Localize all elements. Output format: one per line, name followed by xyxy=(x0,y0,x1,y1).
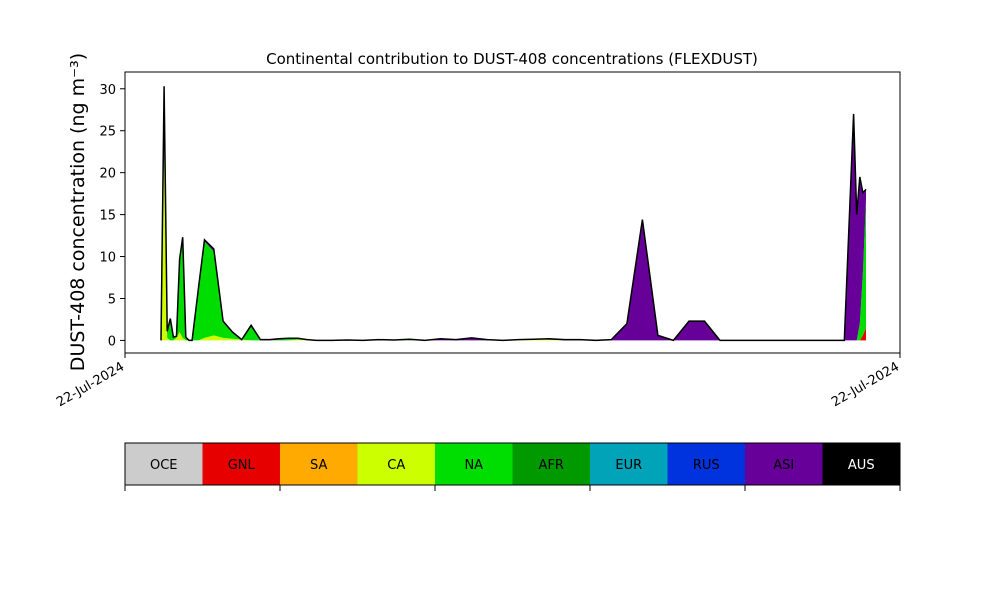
y-tick-label: 5 xyxy=(108,292,116,307)
legend-label-ca: CA xyxy=(387,458,405,473)
series-area-na xyxy=(161,139,866,341)
legend-label-eur: EUR xyxy=(615,458,642,473)
legend-label-sa: SA xyxy=(310,458,327,473)
legend-label-afr: AFR xyxy=(539,458,564,473)
legend-label-oce: OCE xyxy=(150,458,178,473)
y-tick-label: 10 xyxy=(99,251,116,266)
y-axis-label: DUST-408 concentration (ng m⁻³) xyxy=(67,53,89,371)
series-area-ca xyxy=(161,155,866,341)
legend-label-aus: AUS xyxy=(848,458,875,473)
legend-swatch-asi xyxy=(745,443,823,485)
x-tick-label: 22-Jul-2024 xyxy=(829,359,902,410)
series-area-aus xyxy=(161,86,866,341)
legend-swatch-na xyxy=(435,443,513,485)
y-tick-label: 30 xyxy=(99,83,116,98)
legend-label-gnl: GNL xyxy=(228,458,256,473)
y-tick-label: 0 xyxy=(108,334,116,349)
plot-frame xyxy=(124,71,901,354)
series-area-asi xyxy=(161,113,866,341)
y-tick-label: 20 xyxy=(99,167,116,182)
region-colorbar: OCE GNL SA CA NA AFR EUR RUS ASI AUS xyxy=(124,442,901,491)
legend-swatch-eur xyxy=(590,443,668,485)
y-tick-label: 25 xyxy=(99,125,116,140)
legend-label-rus: RUS xyxy=(693,458,720,473)
total-outline xyxy=(160,86,867,342)
chart-title: Continental contribution to DUST-408 con… xyxy=(266,50,758,68)
legend-swatch-aus xyxy=(822,443,901,485)
legend-swatch-rus xyxy=(667,443,746,485)
legend-swatch-gnl xyxy=(202,443,281,485)
y-axis: 0 5 10 15 20 25 30 xyxy=(99,83,125,349)
legend-swatch-sa xyxy=(280,443,358,485)
y-tick-label: 15 xyxy=(99,209,116,224)
legend-label-asi: ASI xyxy=(773,458,794,473)
series-area-gnl xyxy=(161,327,866,341)
legend-swatch-afr xyxy=(512,443,591,485)
colorbar-frame xyxy=(124,442,901,486)
legend-swatch-ca xyxy=(357,443,436,485)
x-tick-label: 22-Jul-2024 xyxy=(54,359,127,410)
legend-label-na: NA xyxy=(464,458,483,473)
plot-area xyxy=(160,86,867,342)
x-axis: 22-Jul-2024 22-Jul-2024 xyxy=(54,353,902,410)
legend-swatch-oce xyxy=(125,443,203,485)
